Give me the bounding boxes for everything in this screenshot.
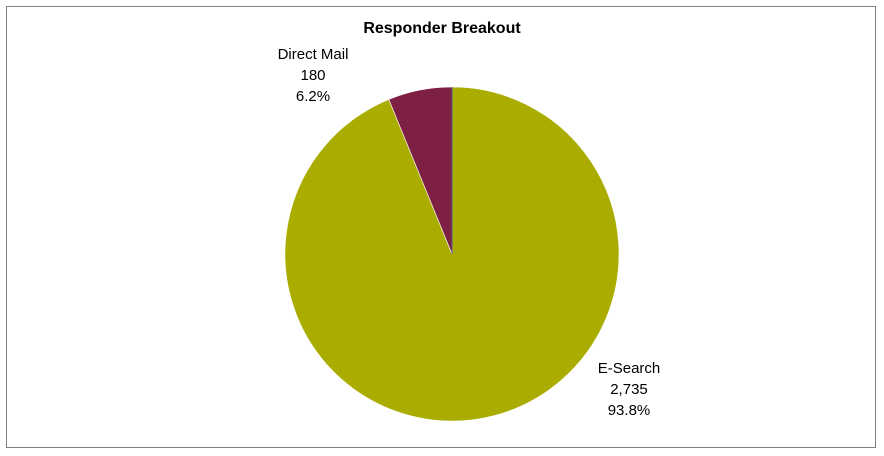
slice-label-value: 2,735: [610, 381, 648, 398]
slice-label-name: E-Search: [597, 360, 661, 377]
slice-label-value: 180: [300, 67, 326, 84]
chart-title: Responder Breakout: [363, 20, 521, 37]
slice-label-percent: 6.2%: [295, 88, 331, 105]
slice-label-percent: 93.8%: [607, 402, 651, 419]
slice-label-name: Direct Mail: [277, 46, 349, 63]
slice-label-e-search: E-Search 2,735 93.8%: [564, 358, 694, 421]
slice-label-direct-mail: Direct Mail 180 6.2%: [248, 44, 378, 107]
